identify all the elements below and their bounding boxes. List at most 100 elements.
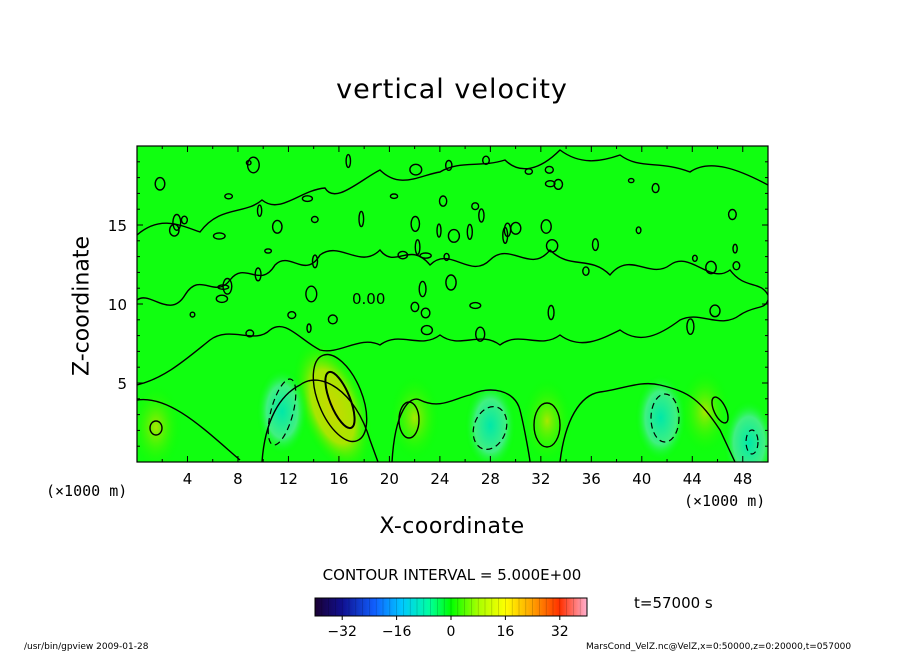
small-contour-cell xyxy=(409,163,423,176)
small-contour-cell xyxy=(222,277,233,295)
y-tick-label: 15 xyxy=(108,217,127,235)
time-label: t=57000 s xyxy=(634,594,713,612)
small-contour-cell xyxy=(418,280,427,298)
small-contour-cell xyxy=(469,301,482,310)
small-contour-cell xyxy=(686,318,695,335)
x-tick-label: 8 xyxy=(233,470,243,488)
small-contour-cell xyxy=(436,223,442,238)
small-contour-cell xyxy=(345,153,352,169)
colorbar-tick-label: 32 xyxy=(551,624,569,640)
small-contour-cell xyxy=(443,252,450,262)
small-contour-cell xyxy=(732,243,738,254)
small-contour-cell xyxy=(635,226,642,235)
small-contour-cell xyxy=(582,266,590,276)
small-contour-cell xyxy=(475,326,486,342)
small-contour-cell xyxy=(224,193,234,200)
small-contour-cell xyxy=(311,254,319,269)
small-contour-cell xyxy=(397,250,409,260)
colorbar-tick-label: 0 xyxy=(447,624,456,640)
small-contour-cell xyxy=(438,195,448,207)
contour-interval-label: CONTOUR INTERVAL = 5.000E+00 xyxy=(322,566,582,584)
contour-value-label: 0.00 xyxy=(352,290,385,308)
small-contour-cells xyxy=(154,153,741,342)
small-contour-cell xyxy=(358,210,365,228)
small-contour-cell xyxy=(256,204,263,217)
y-axis-label: Z-coordinate xyxy=(69,236,95,376)
small-contour-cell xyxy=(154,176,166,191)
x-tick-label: 48 xyxy=(733,470,752,488)
small-contour-cell xyxy=(310,215,319,224)
x-axis-label: X-coordinate xyxy=(379,514,525,539)
small-contour-cell xyxy=(709,304,721,318)
small-contour-cell xyxy=(420,324,434,336)
small-contour-cell xyxy=(172,213,182,232)
small-contour-cell xyxy=(414,239,421,256)
small-contour-cell xyxy=(705,260,717,275)
small-contour-cell xyxy=(447,228,461,243)
downdraft-shading xyxy=(464,381,517,462)
y-tick-label: 10 xyxy=(108,296,127,314)
zero-contour-upper xyxy=(137,149,768,236)
colorbar: −32 −16 0 16 32 xyxy=(314,597,588,640)
small-contour-cell xyxy=(545,238,559,253)
colorbar-gradient xyxy=(315,598,587,616)
x-tick-label: 32 xyxy=(531,470,550,488)
small-contour-cell xyxy=(305,285,318,303)
downdraft-shading xyxy=(723,399,768,462)
small-contour-cell xyxy=(540,219,552,234)
x-unit-label-left: (×1000 m) xyxy=(46,482,128,500)
updraft-contour-32 xyxy=(533,402,561,448)
small-contour-cell xyxy=(168,223,180,237)
y-tick-label: 5 xyxy=(117,375,127,393)
x-tick-label: 12 xyxy=(279,470,298,488)
small-contour-cell xyxy=(524,168,534,175)
downdraft-contour-41 xyxy=(650,393,680,443)
small-contour-cell xyxy=(410,301,420,313)
small-contour-cell xyxy=(264,248,273,254)
x-tick-label: 40 xyxy=(632,470,651,488)
small-contour-cell xyxy=(245,329,255,338)
small-contour-cell xyxy=(215,294,229,304)
downdraft-shading xyxy=(634,373,687,462)
small-contour-cell xyxy=(420,307,431,319)
small-contour-cell xyxy=(306,323,312,334)
small-contour-cell xyxy=(627,177,635,184)
updraft-shading xyxy=(137,383,182,462)
small-contour-cell xyxy=(651,182,660,194)
updraft-shading xyxy=(388,373,441,462)
updraft-shading xyxy=(678,367,731,456)
small-contour-cell xyxy=(444,159,453,172)
colorbar-tick-label: −16 xyxy=(382,624,412,640)
updraft-contour-22 xyxy=(398,401,420,439)
zero-contour-lower xyxy=(137,299,768,386)
x-tick-label: 28 xyxy=(481,470,500,488)
small-contour-cell xyxy=(445,274,457,291)
small-contour-cell xyxy=(544,165,554,174)
downdraft-contour-11 xyxy=(267,378,297,446)
small-contour-cell xyxy=(510,221,522,235)
downdraft-contour-48 xyxy=(745,429,759,455)
x-tick-label: 24 xyxy=(430,470,449,488)
small-contour-cell xyxy=(502,226,509,245)
x-tick-label: 44 xyxy=(683,470,702,488)
updraft-contour-2 xyxy=(149,420,163,436)
colorbar-ticks: −32 −16 0 16 32 xyxy=(327,616,569,640)
small-contour-cell xyxy=(547,304,555,321)
small-contour-cell xyxy=(591,238,600,252)
small-contour-cell xyxy=(466,223,473,241)
updraft-shading xyxy=(521,376,574,462)
small-contour-cell xyxy=(471,202,480,211)
small-contour-cell xyxy=(287,311,297,320)
x-unit-label-right: (×1000 m) xyxy=(684,492,766,510)
small-contour-cell xyxy=(419,252,432,259)
small-contour-cell xyxy=(691,254,698,262)
x-axis-ticks: 4 8 12 16 20 24 28 32 36 40 44 48 xyxy=(161,146,752,488)
contour-lines xyxy=(137,149,768,462)
field-shading xyxy=(137,339,768,462)
small-contour-cell xyxy=(271,219,283,234)
small-contour-cell xyxy=(180,215,189,225)
small-contour-cell xyxy=(189,311,196,318)
small-contour-cell xyxy=(245,159,252,166)
colorbar-tick-label: −32 xyxy=(327,624,357,640)
